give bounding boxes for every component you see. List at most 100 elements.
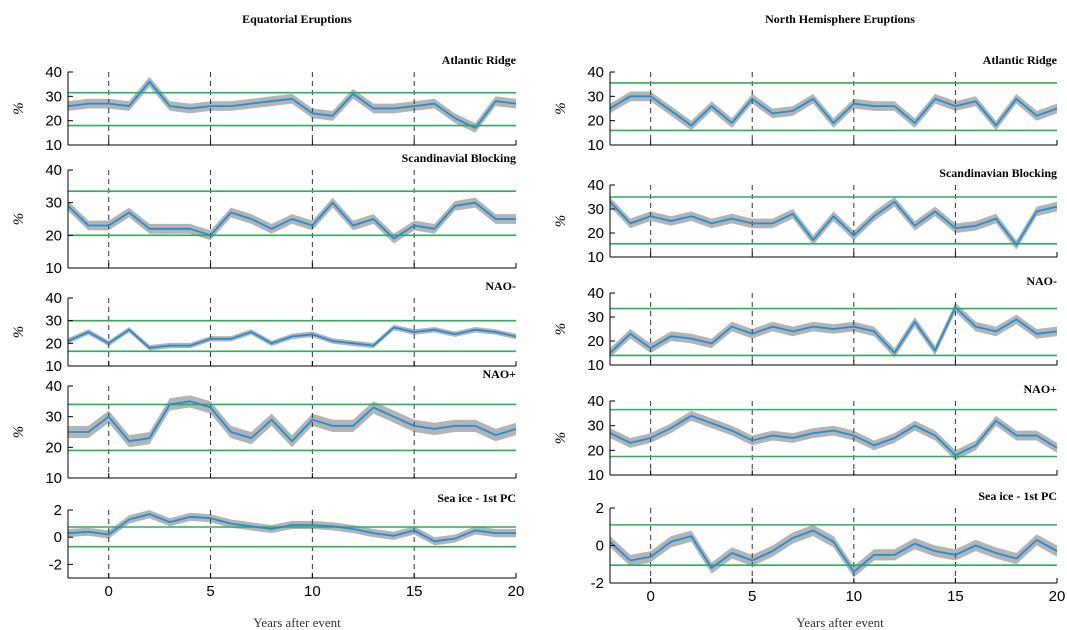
uncertainty-band (610, 410, 1057, 461)
y-tick-label: 10 (45, 137, 62, 154)
y-axis-label: % (11, 102, 27, 115)
y-tick-label: 40 (45, 378, 62, 395)
x-tick-label: 5 (206, 583, 214, 600)
uncertainty-band (610, 524, 1057, 578)
y-tick-label: 30 (587, 88, 604, 105)
series-line (68, 400, 517, 443)
x-tick-label: 0 (646, 588, 654, 605)
y-tick-label: 20 (45, 113, 62, 130)
y-tick-label: 30 (45, 313, 62, 330)
y-tick-label: 0 (54, 529, 62, 546)
panel-title: Sea ice - 1st PC (978, 489, 1057, 503)
x-tick-label: 10 (304, 583, 321, 600)
y-axis-label: % (11, 326, 27, 339)
x-tick-label: 20 (1049, 588, 1066, 605)
y-tick-label: 40 (587, 393, 604, 410)
y-tick-label: 30 (45, 409, 62, 426)
y-tick-label: 20 (45, 227, 62, 244)
y-tick-label: 40 (587, 177, 604, 194)
uncertainty-band (68, 76, 516, 133)
series-line (609, 306, 1058, 354)
panel-8: 10 20 30 40 NAO+% (553, 382, 1058, 484)
y-tick-label: 20 (45, 439, 62, 456)
panel-title: Scandinavial Blocking (402, 151, 516, 165)
panel-3: 10 20 30 40 NAO+% (11, 367, 517, 487)
x-tick-label: 10 (845, 588, 862, 605)
x-tick-label: 0 (105, 583, 113, 600)
y-axis-label: % (553, 323, 569, 336)
uncertainty-band (68, 324, 516, 351)
y-tick-label: 40 (587, 64, 604, 81)
y-tick-label: -2 (49, 556, 62, 573)
panel-title: Scandinavian Blocking (939, 166, 1057, 180)
panel-title: Sea ice - 1st PC (437, 491, 516, 505)
y-tick-label: 40 (587, 285, 604, 302)
y-tick-label: 30 (45, 88, 62, 105)
uncertainty-band (610, 197, 1057, 250)
panel-title: NAO- (1026, 274, 1057, 288)
x-tick-label: 20 (508, 583, 525, 600)
panel-6: 10 20 30 40 Scandinavian Blocking% (553, 166, 1058, 266)
y-tick-label: 30 (45, 195, 62, 212)
y-tick-label: 20 (587, 225, 604, 242)
panel-2: 10 20 30 40 NAO-% (11, 279, 517, 375)
panel-title: Atlantic Ridge (983, 53, 1058, 67)
y-tick-label: 40 (45, 64, 62, 81)
panel-title: NAO+ (1023, 382, 1057, 396)
y-tick-label: 10 (45, 470, 62, 487)
y-axis-label: % (553, 215, 569, 228)
y-tick-label: 0 (596, 538, 604, 555)
y-tick-label: -2 (591, 575, 604, 592)
y-tick-label: 20 (587, 333, 604, 350)
left-column-title: Equatorial Eruptions (242, 12, 352, 26)
left-x-axis-label: Years after event (253, 615, 341, 630)
right-x-axis-label: Years after event (796, 615, 884, 630)
y-tick-label: 10 (45, 260, 62, 277)
y-tick-label: 30 (587, 418, 604, 435)
right-column-title: North Hemisphere Eruptions (765, 12, 915, 26)
x-tick-label: 15 (947, 588, 964, 605)
y-axis-label: % (553, 102, 569, 115)
y-tick-label: 10 (587, 467, 604, 484)
y-tick-label: 10 (587, 249, 604, 266)
series-line (67, 201, 516, 240)
y-tick-label: 10 (587, 137, 604, 154)
y-tick-label: 40 (45, 162, 62, 179)
panel-title: Atlantic Ridge (442, 53, 517, 67)
series-line (609, 414, 1058, 457)
panel-0: 10 20 30 40 Atlantic Ridge% (11, 53, 517, 154)
y-tick-label: 20 (587, 442, 604, 459)
uncertainty-band (68, 197, 516, 244)
y-tick-label: 20 (587, 113, 604, 130)
x-tick-label: 5 (748, 588, 756, 605)
panel-5: 10 20 30 40 Atlantic Ridge% (553, 53, 1058, 154)
y-tick-label: 40 (45, 290, 62, 307)
y-tick-label: 30 (587, 201, 604, 218)
y-tick-label: 30 (587, 309, 604, 326)
y-axis-label: % (553, 432, 569, 445)
panel-7: 10 20 30 40 NAO-% (553, 274, 1058, 374)
panel-title: NAO+ (482, 367, 516, 381)
y-tick-label: 20 (45, 335, 62, 352)
series-line (67, 326, 517, 349)
panel-title: NAO- (485, 279, 516, 293)
y-axis-label: % (11, 213, 27, 226)
x-tick-label: 15 (406, 583, 423, 600)
series-line (67, 513, 516, 543)
y-tick-label: 10 (587, 357, 604, 374)
y-tick-label: 2 (596, 500, 604, 517)
series-line (609, 95, 1058, 127)
y-axis-label: % (11, 426, 27, 439)
y-tick-label: 10 (45, 358, 62, 375)
series-line (67, 80, 517, 129)
series-line (609, 529, 1058, 573)
uncertainty-band (610, 302, 1057, 358)
series-line (609, 200, 1058, 246)
uncertainty-band (68, 395, 516, 448)
panel-1: 10 20 30 40 Scandinavial Blocking% (11, 151, 517, 277)
uncertainty-band (610, 91, 1057, 131)
